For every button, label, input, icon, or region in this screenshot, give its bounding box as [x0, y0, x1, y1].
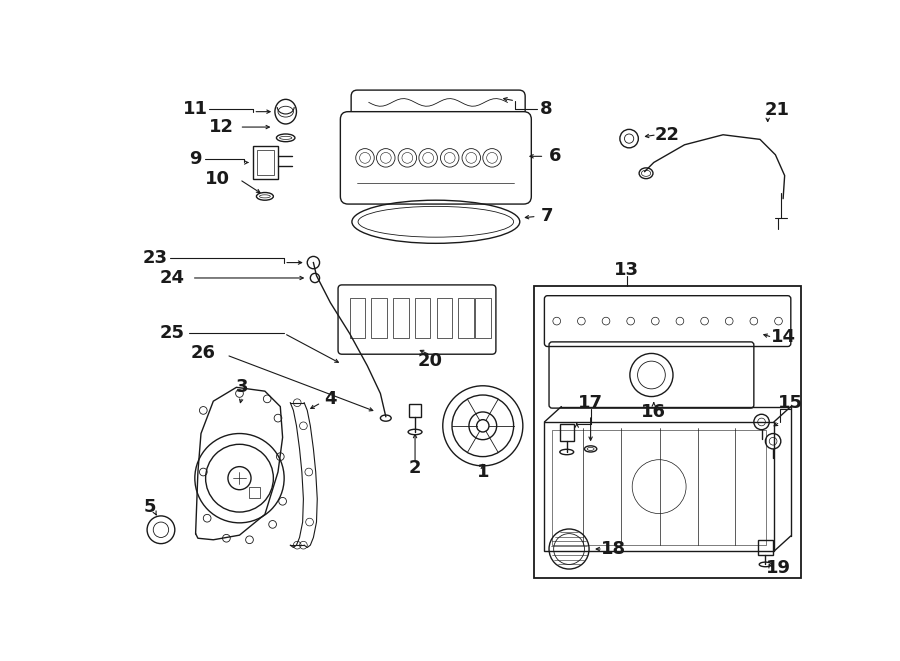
Bar	[257, 150, 274, 175]
Text: 9: 9	[189, 149, 202, 168]
Bar	[409, 405, 421, 416]
Bar	[552, 430, 766, 545]
Text: 24: 24	[160, 269, 185, 287]
Text: 19: 19	[766, 559, 791, 577]
Bar	[458, 298, 473, 338]
Text: 18: 18	[601, 540, 626, 558]
Text: 25: 25	[160, 325, 185, 342]
Text: 13: 13	[615, 261, 639, 280]
Bar	[535, 286, 801, 578]
Bar	[758, 540, 773, 555]
Text: 20: 20	[418, 352, 443, 370]
Text: 5: 5	[143, 498, 156, 516]
Text: 16: 16	[641, 403, 666, 421]
Bar	[349, 298, 365, 338]
Text: 6: 6	[549, 147, 562, 165]
Text: 8: 8	[540, 100, 553, 118]
FancyBboxPatch shape	[340, 112, 531, 204]
Text: 17: 17	[578, 394, 603, 412]
Text: 12: 12	[209, 118, 233, 136]
Text: 4: 4	[324, 390, 337, 408]
Bar	[475, 298, 491, 338]
Text: 7: 7	[541, 208, 554, 225]
Text: 10: 10	[204, 171, 230, 188]
Text: 1: 1	[477, 463, 489, 481]
Text: 11: 11	[183, 100, 208, 118]
Bar	[560, 424, 573, 442]
Bar	[393, 298, 409, 338]
Bar	[371, 298, 387, 338]
Text: 26: 26	[191, 344, 216, 362]
Text: 2: 2	[409, 459, 421, 477]
Bar	[436, 298, 452, 338]
Text: 23: 23	[142, 249, 167, 267]
Bar	[544, 422, 774, 551]
Text: 15: 15	[778, 394, 804, 412]
Bar	[415, 298, 430, 338]
Bar	[254, 145, 278, 179]
Text: 3: 3	[236, 378, 248, 397]
Text: 21: 21	[764, 101, 789, 119]
Text: 14: 14	[770, 329, 796, 346]
Bar	[248, 487, 259, 498]
Text: 22: 22	[655, 126, 680, 143]
